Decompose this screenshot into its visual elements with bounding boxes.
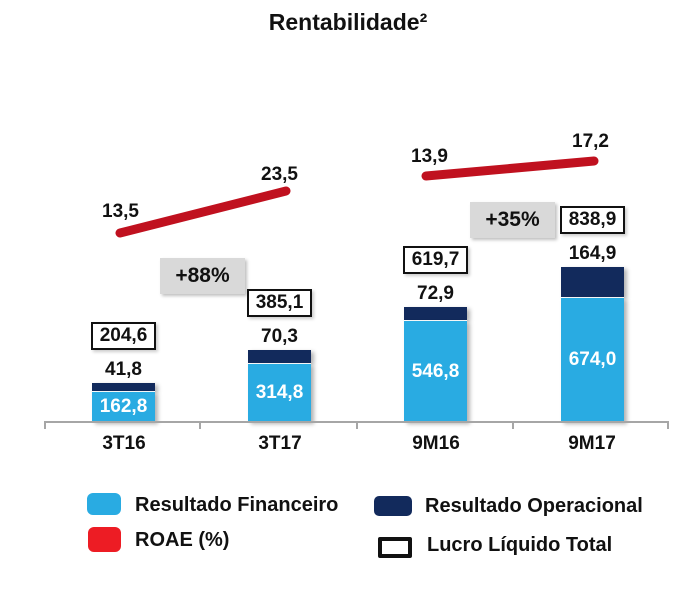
operacional-bar-segment [248, 350, 311, 363]
growth-annotation-88: +88% [160, 258, 245, 294]
financeiro-value-label: 546,8 [411, 360, 460, 382]
lucro-total-box: 838,9 [559, 206, 626, 234]
financeiro-bar-segment: 162,8 [92, 392, 155, 422]
category-label-9m17: 9M17 [568, 433, 616, 454]
x-axis-tick [356, 421, 358, 429]
category-label-9m16: 9M16 [412, 433, 460, 454]
roae-line-segment-2 [421, 156, 599, 181]
roae-value-9m17: 17,2 [572, 131, 609, 152]
bar-group-9m16: 619,7 72,9 546,8 [402, 246, 469, 422]
legend-swatch-roae [88, 527, 121, 552]
operacional-value-label: 164,9 [568, 243, 617, 264]
legend-label-operacional: Resultado Operacional [425, 495, 643, 517]
roae-line-segment-1 [115, 186, 291, 238]
legend-swatch-financeiro [87, 493, 121, 515]
growth-annotation-35: +35% [470, 202, 555, 238]
category-label-3t17: 3T17 [258, 433, 302, 454]
operacional-value-label: 72,9 [417, 283, 454, 304]
legend-label-lucro-liquido: Lucro Líquido Total [427, 534, 613, 556]
roae-value-9m16: 13,9 [411, 146, 448, 167]
segment-divider [404, 320, 467, 321]
roae-value-3t16: 13,5 [102, 201, 139, 222]
segment-divider [561, 297, 624, 298]
operacional-value-label: 70,3 [261, 326, 298, 347]
lucro-total-box: 204,6 [90, 322, 157, 350]
financeiro-value-label: 314,8 [255, 382, 304, 403]
financeiro-bar-segment: 314,8 [248, 364, 311, 422]
lucro-total-box: 619,7 [402, 246, 469, 274]
segment-divider [92, 391, 155, 392]
operacional-bar-segment [92, 383, 155, 391]
legend-label-roae: ROAE (%) [135, 529, 230, 551]
chart-title: Rentabilidade² [268, 9, 428, 35]
x-axis-tick [199, 421, 201, 429]
financeiro-value-label: 674,0 [568, 349, 617, 370]
bar-group-3t17: 385,1 70,3 314,8 [246, 289, 313, 422]
bar-group-9m17: 838,9 164,9 674,0 [559, 206, 626, 422]
bar-group-3t16: 204,6 41,8 162,8 [90, 322, 157, 422]
operacional-value-label: 41,8 [105, 359, 142, 380]
financeiro-value-label: 162,8 [99, 396, 148, 417]
category-label-3t16: 3T16 [102, 433, 146, 454]
legend-swatch-operacional [374, 496, 412, 516]
operacional-bar-segment [404, 307, 467, 320]
operacional-bar-segment [561, 267, 624, 297]
financeiro-bar-segment: 546,8 [404, 321, 467, 422]
lucro-total-box: 385,1 [246, 289, 313, 317]
legend-swatch-lucro-liquido [378, 537, 412, 558]
x-axis-tick [667, 421, 669, 429]
legend-label-financeiro: Resultado Financeiro [135, 494, 339, 516]
segment-divider [248, 363, 311, 364]
roae-value-3t17: 23,5 [261, 164, 298, 185]
financeiro-bar-segment: 674,0 [561, 298, 624, 422]
x-axis-tick [512, 421, 514, 429]
x-axis-tick [44, 421, 46, 429]
